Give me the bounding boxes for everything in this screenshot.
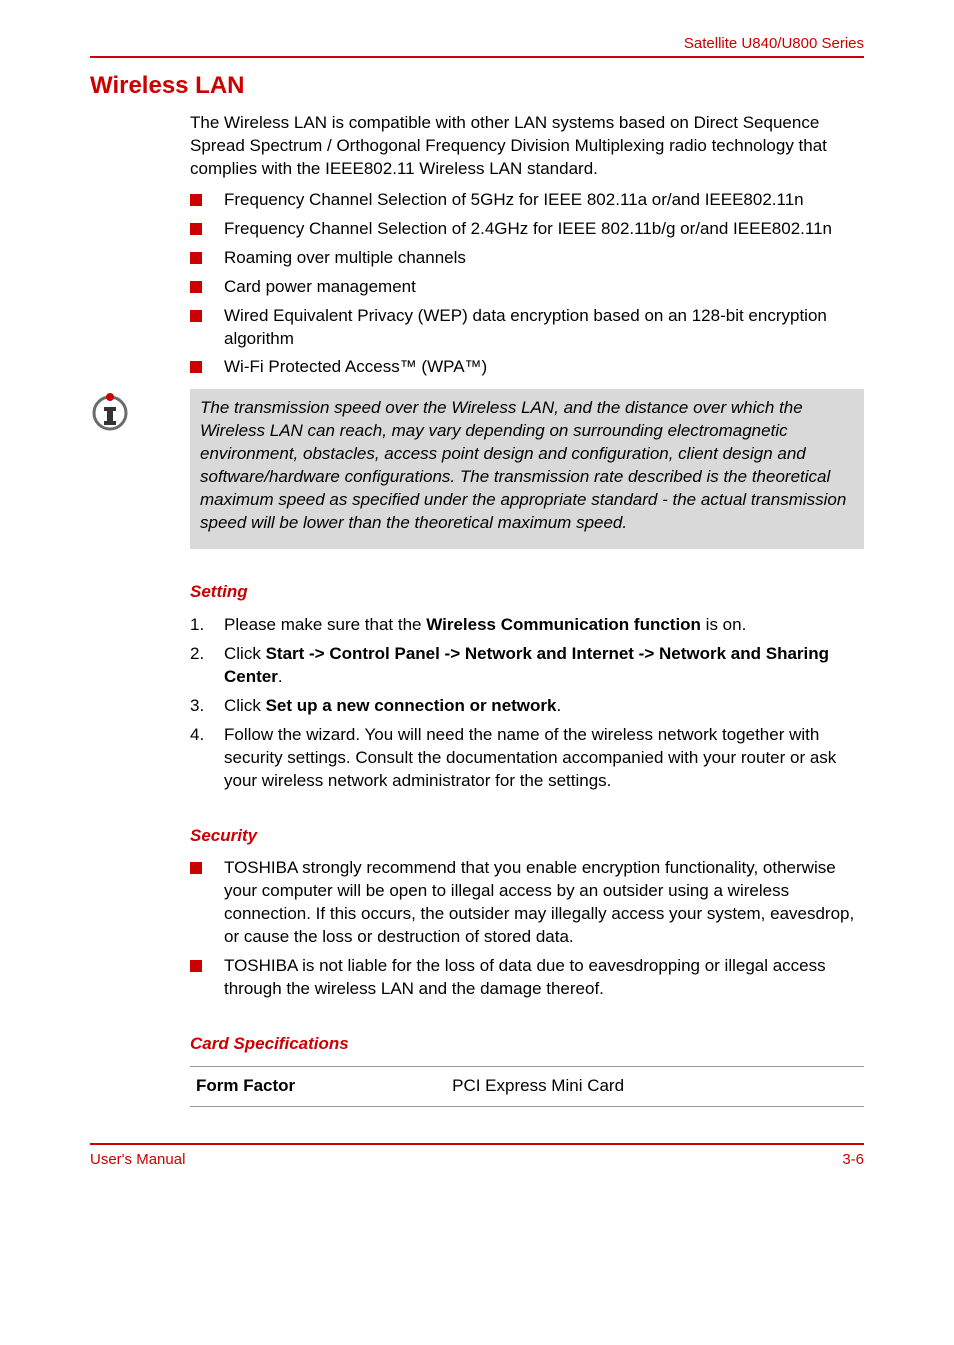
- list-item: 3.Click Set up a new connection or netwo…: [190, 695, 864, 718]
- bullet-icon: [190, 194, 202, 206]
- bullet-icon: [190, 223, 202, 235]
- setting-steps: 1.Please make sure that the Wireless Com…: [190, 614, 864, 793]
- list-item: TOSHIBA strongly recommend that you enab…: [190, 857, 864, 949]
- feature-bullets: Frequency Channel Selection of 5GHz for …: [190, 189, 864, 380]
- cardspec-table: Form Factor PCI Express Mini Card: [190, 1066, 864, 1107]
- step-text: Click Start -> Control Panel -> Network …: [224, 643, 864, 689]
- step-text: Follow the wizard. You will need the nam…: [224, 724, 864, 793]
- bullet-text: Roaming over multiple channels: [224, 247, 864, 270]
- bullet-icon: [190, 862, 202, 874]
- section-title: Wireless LAN: [90, 72, 864, 100]
- bullet-text: TOSHIBA is not liable for the loss of da…: [224, 955, 864, 1001]
- footer-rule: [90, 1143, 864, 1145]
- bullet-icon: [190, 281, 202, 293]
- list-item: 2.Click Start -> Control Panel -> Networ…: [190, 643, 864, 689]
- bullet-text: Frequency Channel Selection of 2.4GHz fo…: [224, 218, 864, 241]
- step-text: Please make sure that the Wireless Commu…: [224, 614, 864, 637]
- cardspec-heading: Card Specifications: [190, 1033, 864, 1056]
- bullet-text: Wired Equivalent Privacy (WEP) data encr…: [224, 305, 864, 351]
- list-item: Wired Equivalent Privacy (WEP) data encr…: [190, 305, 864, 351]
- intro-paragraph: The Wireless LAN is compatible with othe…: [190, 112, 864, 181]
- bullet-icon: [190, 960, 202, 972]
- list-item: Card power management: [190, 276, 864, 299]
- list-item: Wi-Fi Protected Access™ (WPA™): [190, 356, 864, 379]
- security-bullets: TOSHIBA strongly recommend that you enab…: [190, 857, 864, 1001]
- bullet-text: Card power management: [224, 276, 864, 299]
- step-number: 2.: [190, 643, 224, 689]
- bullet-icon: [190, 310, 202, 322]
- list-item: Frequency Channel Selection of 5GHz for …: [190, 189, 864, 212]
- table-row: Form Factor PCI Express Mini Card: [190, 1067, 864, 1107]
- security-heading: Security: [190, 825, 864, 848]
- list-item: TOSHIBA is not liable for the loss of da…: [190, 955, 864, 1001]
- info-icon: [90, 389, 190, 438]
- header-rule: [90, 56, 864, 58]
- note-box: The transmission speed over the Wireless…: [190, 389, 864, 549]
- step-number: 3.: [190, 695, 224, 718]
- step-number: 4.: [190, 724, 224, 793]
- step-text: Click Set up a new connection or network…: [224, 695, 864, 718]
- bullet-text: Frequency Channel Selection of 5GHz for …: [224, 189, 864, 212]
- spec-label: Form Factor: [190, 1067, 446, 1107]
- header-series: Satellite U840/U800 Series: [90, 35, 864, 56]
- bullet-text: TOSHIBA strongly recommend that you enab…: [224, 857, 864, 949]
- bullet-icon: [190, 252, 202, 264]
- spec-value: PCI Express Mini Card: [446, 1067, 864, 1107]
- setting-heading: Setting: [190, 581, 864, 604]
- bullet-icon: [190, 361, 202, 373]
- list-item: 1.Please make sure that the Wireless Com…: [190, 614, 864, 637]
- footer-left: User's Manual: [90, 1151, 185, 1168]
- footer-right: 3-6: [842, 1151, 864, 1168]
- list-item: Frequency Channel Selection of 2.4GHz fo…: [190, 218, 864, 241]
- list-item: 4.Follow the wizard. You will need the n…: [190, 724, 864, 793]
- list-item: Roaming over multiple channels: [190, 247, 864, 270]
- step-number: 1.: [190, 614, 224, 637]
- bullet-text: Wi-Fi Protected Access™ (WPA™): [224, 356, 864, 379]
